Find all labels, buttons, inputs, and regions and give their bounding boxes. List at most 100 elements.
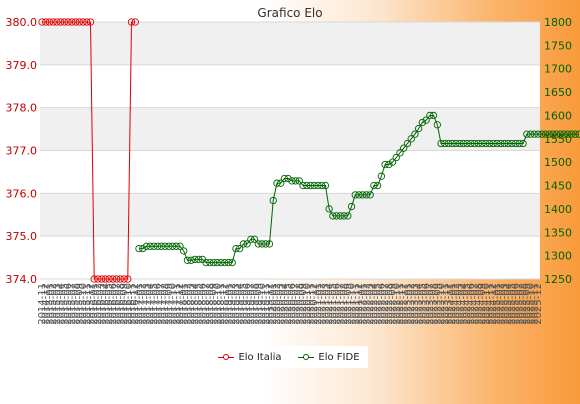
x-tick-label: 2018-09 bbox=[209, 283, 220, 325]
right-tick-label: 1750 bbox=[544, 39, 572, 52]
data-point bbox=[400, 144, 408, 152]
x-tick-label: 2022-03 bbox=[365, 283, 376, 325]
x-tick-label: 2023-12 bbox=[443, 283, 454, 325]
x-tick-label: 2018-12 bbox=[220, 283, 231, 325]
data-point bbox=[262, 240, 270, 248]
data-point bbox=[415, 124, 423, 133]
x-tick-label: 2022-10 bbox=[391, 283, 402, 325]
data-point bbox=[459, 139, 468, 148]
x-tick-label: 2015-02 bbox=[48, 283, 59, 325]
data-point bbox=[168, 242, 177, 250]
data-point bbox=[109, 275, 117, 283]
x-tick-label: 2025-03 bbox=[499, 283, 510, 325]
x-tick-label: 2021-11 bbox=[350, 283, 361, 325]
x-tick-label: 2022-07 bbox=[380, 283, 391, 325]
data-point bbox=[183, 256, 192, 264]
data-point bbox=[396, 149, 404, 157]
x-tick-label: 2015-10 bbox=[78, 283, 89, 325]
x-tick-label: 2020-06 bbox=[287, 283, 298, 325]
x-tick-label: 2017-07 bbox=[156, 283, 167, 325]
data-point bbox=[83, 18, 91, 26]
data-point bbox=[470, 139, 479, 148]
x-tick-label: 2016-12 bbox=[130, 283, 141, 325]
data-point bbox=[75, 18, 83, 26]
data-point bbox=[534, 130, 542, 138]
data-point bbox=[567, 130, 576, 138]
data-point bbox=[437, 139, 445, 148]
right-tick-label: 1700 bbox=[544, 63, 572, 76]
x-tick-label: 2023-03 bbox=[410, 283, 421, 325]
data-point bbox=[176, 242, 184, 250]
x-tick-label: 2015-11 bbox=[82, 283, 93, 325]
data-point bbox=[362, 191, 371, 199]
data-point bbox=[511, 139, 520, 148]
x-tick-label: 2022-11 bbox=[395, 283, 406, 325]
x-tick-label: 2017-09 bbox=[164, 283, 175, 325]
right-tick-label: 1650 bbox=[544, 86, 572, 99]
x-tick-label: 2021-07 bbox=[335, 283, 346, 325]
x-tick-label: 2021-05 bbox=[328, 283, 339, 325]
legend-item-elo-italia: Elo Italia bbox=[218, 352, 282, 363]
x-tick-label: 2017-03 bbox=[141, 283, 152, 325]
x-tick-label: 2019-12 bbox=[264, 283, 275, 325]
x-tick-label: 2016-02 bbox=[93, 283, 104, 325]
data-point bbox=[497, 139, 505, 148]
data-point bbox=[236, 244, 244, 253]
data-point bbox=[49, 18, 57, 26]
data-point bbox=[265, 240, 274, 248]
x-tick-label: 2019-07 bbox=[246, 283, 257, 325]
x-tick-label: 2020-11 bbox=[306, 283, 317, 325]
x-tick-label: 2016-11 bbox=[127, 283, 138, 325]
data-point bbox=[344, 212, 352, 220]
data-point bbox=[448, 139, 456, 148]
data-point bbox=[180, 247, 188, 255]
right-tick-label: 1500 bbox=[544, 156, 572, 169]
data-point bbox=[243, 240, 251, 248]
data-point bbox=[131, 18, 139, 26]
right-tick-label: 1250 bbox=[544, 273, 572, 286]
left-tick-label: 377.0 bbox=[6, 145, 38, 158]
data-point bbox=[60, 18, 69, 26]
x-tick-label: 2016-10 bbox=[123, 283, 134, 325]
x-tick-label: 2015-07 bbox=[67, 283, 78, 325]
data-point bbox=[538, 130, 546, 138]
data-point bbox=[191, 255, 199, 264]
x-tick-label: 2016-08 bbox=[115, 283, 126, 325]
x-tick-label: 2018-02 bbox=[182, 283, 193, 325]
data-point bbox=[467, 139, 475, 148]
x-tick-label: 2020-04 bbox=[279, 283, 290, 325]
data-point bbox=[150, 242, 158, 250]
left-tick-label: 380.0 bbox=[6, 16, 38, 29]
legend-item-elo-fide: Elo FIDE bbox=[298, 352, 360, 363]
data-point bbox=[306, 181, 315, 190]
x-tick-label: 2022-01 bbox=[358, 283, 369, 325]
data-point bbox=[217, 258, 225, 267]
x-tick-label: 2020-07 bbox=[291, 283, 302, 325]
x-tick-label: 2018-10 bbox=[212, 283, 223, 325]
x-tick-label: 2016-03 bbox=[97, 283, 108, 325]
data-point bbox=[552, 130, 561, 138]
data-point bbox=[56, 18, 65, 26]
data-point bbox=[280, 174, 289, 183]
data-point bbox=[209, 258, 218, 267]
data-point bbox=[444, 139, 453, 148]
data-point bbox=[500, 139, 509, 148]
x-tick-label: 2019-11 bbox=[261, 283, 272, 325]
x-tick-label: 2020-02 bbox=[272, 283, 283, 325]
x-tick-label: 2019-06 bbox=[242, 283, 253, 325]
x-tick-label: 2025-11 bbox=[529, 283, 540, 325]
x-tick-label: 2025-12 bbox=[533, 283, 544, 325]
data-point bbox=[120, 275, 128, 283]
x-tick-label: 2024-12 bbox=[488, 283, 499, 325]
data-point bbox=[526, 130, 535, 138]
data-point bbox=[38, 18, 46, 26]
left-tick-label: 375.0 bbox=[6, 230, 38, 243]
data-point bbox=[347, 202, 356, 211]
data-point bbox=[86, 18, 95, 26]
x-tick-label: 2025-06 bbox=[511, 283, 522, 325]
x-tick-label: 2024-07 bbox=[470, 283, 481, 325]
x-tick-label: 2023-05 bbox=[417, 283, 428, 325]
x-tick-label: 2023-07 bbox=[425, 283, 436, 325]
data-point bbox=[515, 139, 524, 148]
data-point bbox=[489, 139, 497, 148]
